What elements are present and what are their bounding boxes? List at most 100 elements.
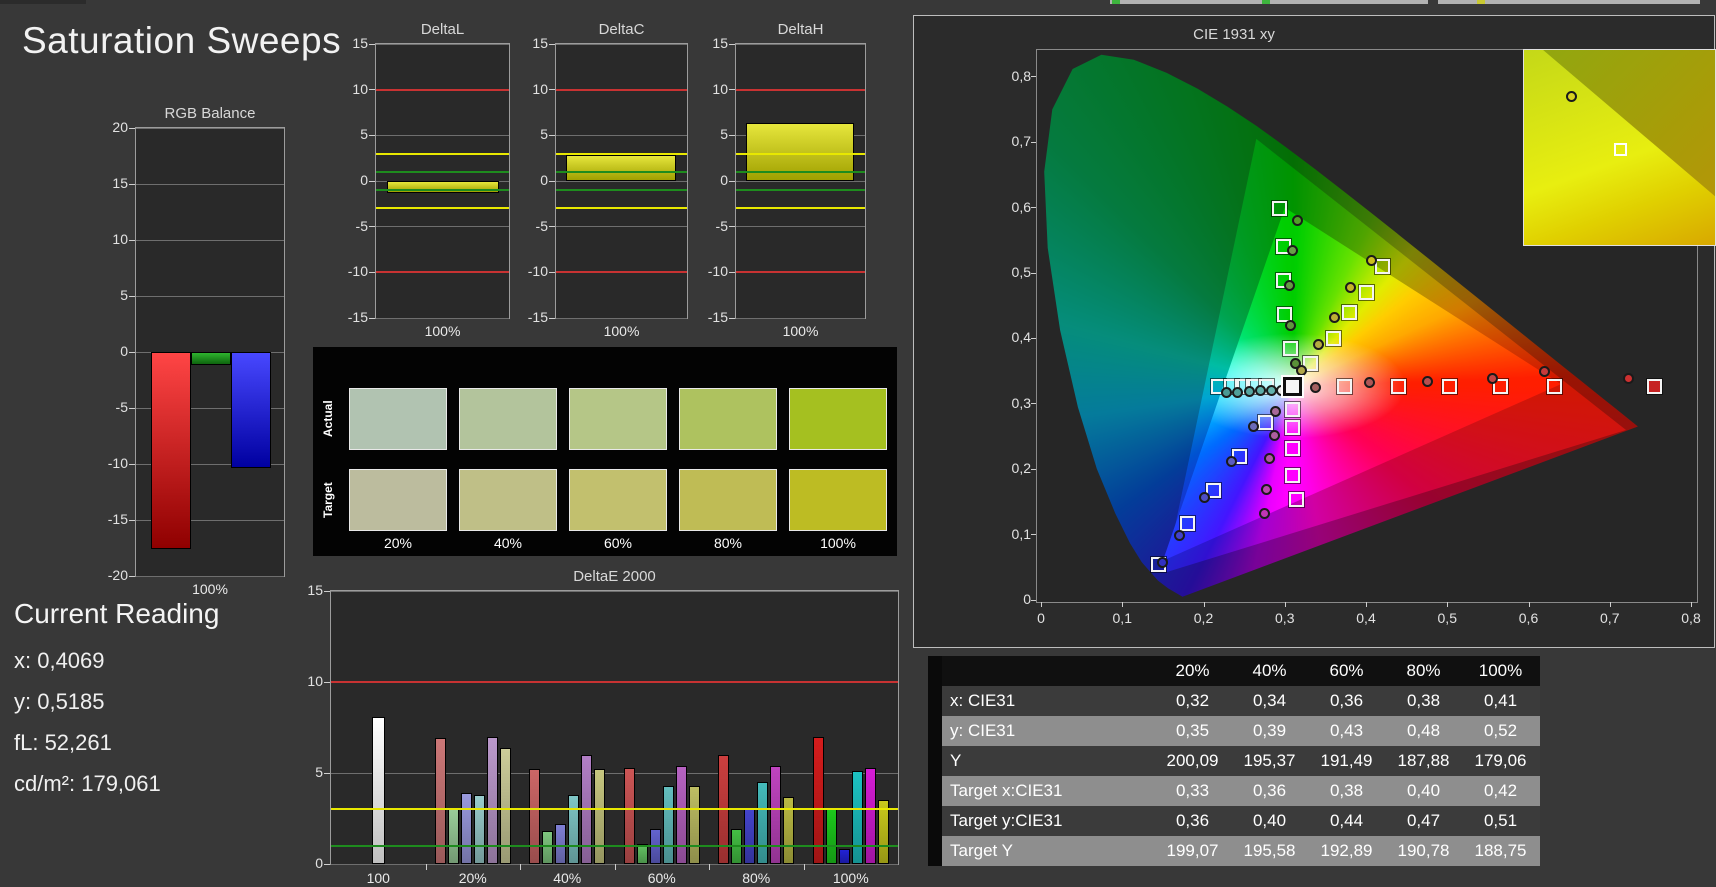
cie-target-square bbox=[1303, 355, 1319, 371]
delta-h-chart: DeltaH 15 10 5 0 -5 -10 -15 100% bbox=[708, 21, 866, 339]
cie-zoom-inset bbox=[1523, 49, 1716, 246]
tick-mark bbox=[549, 226, 555, 228]
tick-label: -15 bbox=[347, 309, 368, 325]
tick-label: 10 bbox=[352, 80, 368, 97]
toolbar-button-remnant[interactable] bbox=[0, 0, 86, 4]
limit-line bbox=[376, 170, 509, 173]
cie-target-square bbox=[1358, 285, 1374, 301]
toolbar-status-mark bbox=[1112, 0, 1120, 4]
delta-c-title: DeltaC bbox=[598, 21, 645, 38]
table-value-cell: 195,37 bbox=[1243, 751, 1296, 770]
table-value-cell: 190,78 bbox=[1397, 841, 1450, 860]
tick-label: -10 bbox=[707, 263, 728, 280]
table-value-cell: 188,75 bbox=[1474, 841, 1527, 860]
swatch-row-label: Actual bbox=[321, 400, 335, 438]
cie-measured-circle bbox=[1328, 311, 1340, 323]
table-value-cell: 187,88 bbox=[1397, 751, 1450, 770]
x-tick-mark bbox=[1447, 602, 1449, 607]
cie-measured-circle bbox=[1289, 357, 1301, 369]
x-tick-label: 0,3 bbox=[1275, 610, 1295, 626]
deltae-bar bbox=[594, 769, 606, 864]
cie-measured-circle bbox=[1487, 372, 1499, 384]
table-row-label: Target y:CIE31 bbox=[950, 811, 1063, 830]
tick-label: -10 bbox=[527, 263, 548, 280]
page-title: Saturation Sweeps bbox=[22, 20, 342, 61]
table-value-cell: 0,47 bbox=[1406, 811, 1441, 830]
tick-label: 15 bbox=[712, 35, 728, 51]
tick-mark bbox=[549, 89, 555, 91]
x-tick-mark bbox=[709, 864, 710, 870]
table-row: Y 200,09 195,37 191,49 187,88 179,06 bbox=[928, 746, 1540, 776]
x-tick-mark bbox=[1609, 602, 1611, 607]
cie-measured-circle bbox=[1156, 557, 1168, 569]
y-tick-label: 0,7 bbox=[1011, 133, 1031, 150]
swatch-target-100% bbox=[789, 469, 887, 531]
table-value-cell: 0,51 bbox=[1483, 811, 1518, 830]
cie-target-square bbox=[1282, 340, 1298, 356]
x-axis-label: 100% bbox=[192, 581, 228, 597]
tick-mark bbox=[549, 271, 555, 273]
swatch-target-60% bbox=[569, 469, 667, 531]
table-value-cell: 0,33 bbox=[1175, 781, 1210, 800]
y-tick-label: 0,5 bbox=[1011, 264, 1031, 280]
x-axis-group-label: 80% bbox=[742, 870, 771, 886]
table-value-cell: 0,43 bbox=[1329, 721, 1364, 740]
gridline bbox=[736, 43, 865, 45]
deltae-bar bbox=[555, 823, 567, 864]
table-value-cell: 0,40 bbox=[1406, 781, 1441, 800]
delta-e-2000-chart: DeltaE 2000 15 10 5 0 100 20% 40% 60% 80% 100% bbox=[307, 568, 899, 886]
gridline bbox=[736, 317, 865, 319]
cie-white-point-square bbox=[1281, 374, 1305, 398]
cie-target-square bbox=[1646, 378, 1662, 394]
x-tick-mark bbox=[614, 864, 616, 870]
gridline bbox=[136, 519, 284, 521]
cie-target-square bbox=[1391, 378, 1406, 394]
saturation-results-table: 20% 40% 60% 80% 100% x: CIE31 0,32 0,34 0,36 0,38… bbox=[928, 656, 1540, 866]
cie-target-square bbox=[1179, 515, 1195, 531]
toolbar-button-remnant[interactable] bbox=[1438, 0, 1700, 4]
cie-target-square bbox=[1285, 467, 1301, 483]
tick-mark bbox=[129, 239, 135, 241]
deltae-bar bbox=[447, 809, 459, 864]
y-tick-mark bbox=[1031, 403, 1036, 405]
x-tick-label: 0,7 bbox=[1600, 610, 1620, 626]
table-row: y: CIE31 0,35 0,39 0,43 0,48 0,52 bbox=[928, 716, 1540, 746]
gridline bbox=[136, 183, 284, 185]
limit-line bbox=[376, 271, 509, 274]
tick-label: 0 bbox=[720, 172, 728, 188]
x-tick-mark bbox=[1528, 602, 1530, 607]
table-value-cell: 0,36 bbox=[1329, 691, 1364, 710]
table-row-strip bbox=[928, 836, 942, 866]
cie-measured-circle bbox=[1261, 483, 1273, 495]
delta-h-title: DeltaH bbox=[777, 21, 824, 38]
tick-mark bbox=[549, 134, 555, 136]
x-axis-group-label: 20% bbox=[458, 870, 487, 886]
table-value-cell: 191,49 bbox=[1320, 751, 1373, 770]
tick-label: 5 bbox=[360, 126, 368, 143]
deltae-bar bbox=[460, 793, 472, 864]
limit-line bbox=[376, 88, 509, 91]
swatch-column-label: 80% bbox=[713, 535, 743, 551]
deltae-bar bbox=[636, 843, 648, 864]
y-tick-label: 0,6 bbox=[1011, 198, 1031, 215]
deltae-bar bbox=[688, 785, 700, 864]
x-tick-label: 0,2 bbox=[1193, 610, 1214, 626]
tick-mark bbox=[324, 772, 330, 774]
table-value-cell: 0,38 bbox=[1406, 691, 1441, 710]
deltae-bar bbox=[486, 736, 498, 864]
table-header-cell: 40% bbox=[1252, 661, 1287, 680]
table-row-label: Y bbox=[950, 751, 962, 770]
y-tick-mark bbox=[1031, 599, 1036, 601]
blue-bar bbox=[231, 352, 271, 469]
limit-line bbox=[736, 88, 865, 91]
current-reading-title: Current Reading bbox=[14, 598, 220, 629]
cie-target-square bbox=[1342, 304, 1358, 320]
limit-line bbox=[376, 189, 509, 192]
y-tick-label: 0,1 bbox=[1011, 525, 1031, 542]
toolbar-status-mark bbox=[1262, 0, 1270, 4]
deltae-bar bbox=[825, 807, 837, 864]
table-row-label: x: CIE31 bbox=[950, 691, 1016, 710]
x-tick-mark bbox=[803, 864, 805, 870]
delta-l-title: DeltaL bbox=[420, 21, 465, 38]
tick-mark bbox=[549, 43, 555, 45]
